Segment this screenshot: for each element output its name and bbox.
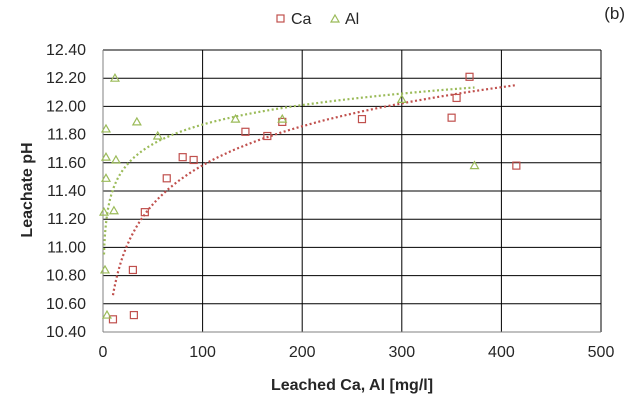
y-tick-label: 11.00	[47, 239, 86, 256]
point-al	[152, 130, 163, 140]
y-tick-label: 12.20	[46, 70, 86, 87]
y-tick-label: 11.20	[47, 211, 86, 228]
point-ca	[128, 265, 137, 275]
point-al	[109, 72, 120, 82]
legend-label-ca: Ca	[291, 11, 312, 28]
y-tick-label: 12.40	[46, 42, 86, 59]
panel-label: (b)	[604, 4, 625, 23]
y-tick-label: 10.80	[46, 268, 86, 285]
point-ca	[512, 161, 521, 170]
trendline-ca	[111, 84, 517, 296]
legend-marker-al	[329, 13, 341, 23]
trendlines	[102, 84, 517, 296]
point-al	[100, 123, 112, 133]
legend-marker-ca	[276, 14, 285, 23]
x-tick-label: 0	[99, 344, 108, 361]
point-ca	[241, 127, 250, 136]
y-tick-label: 11.80	[47, 127, 86, 144]
x-tick-label: 100	[189, 344, 216, 361]
point-al	[99, 264, 111, 274]
x-axis-title: Leached Ca, Al [mg/l]	[271, 377, 433, 394]
y-tick-label: 10.40	[46, 324, 86, 341]
point-ca	[452, 93, 461, 103]
y-tick-label: 11.40	[47, 183, 86, 200]
point-al	[110, 154, 121, 164]
point-al	[230, 113, 241, 123]
y-tick-label: 12.00	[46, 98, 86, 115]
point-al	[100, 151, 112, 161]
point-ca	[129, 310, 138, 320]
point-al	[469, 160, 480, 170]
x-tick-label: 400	[488, 344, 515, 361]
point-ca	[447, 113, 456, 122]
y-axis-title: Leachate pH	[19, 142, 36, 237]
point-ca	[465, 72, 474, 81]
grid-lines	[103, 49, 602, 333]
trendline-al	[102, 86, 475, 255]
legend-label-al: Al	[345, 11, 359, 28]
point-al	[131, 116, 142, 126]
y-tick-label: 10.60	[46, 296, 86, 313]
point-ca	[178, 153, 187, 162]
point-al	[277, 113, 288, 123]
point-ca	[140, 208, 149, 217]
y-tick-label: 11.60	[47, 155, 86, 172]
data-points	[98, 72, 521, 324]
tick-labels: 10.40 10.60 10.80 11.00 11.20 11.40 11.60 11.80…	[46, 42, 614, 361]
point-al	[98, 206, 110, 216]
legend: Ca Al	[276, 11, 359, 28]
point-al	[396, 94, 407, 103]
point-ca	[189, 155, 198, 165]
point-al	[108, 205, 119, 215]
x-tick-label: 300	[388, 344, 415, 361]
axes	[102, 50, 601, 333]
point-ca	[162, 174, 171, 183]
x-tick-label: 500	[588, 344, 615, 361]
point-al	[101, 309, 113, 319]
x-tick-label: 200	[289, 344, 316, 361]
point-ca	[108, 315, 118, 324]
point-al	[100, 173, 112, 182]
point-ca	[263, 131, 272, 141]
point-ca	[357, 114, 367, 124]
